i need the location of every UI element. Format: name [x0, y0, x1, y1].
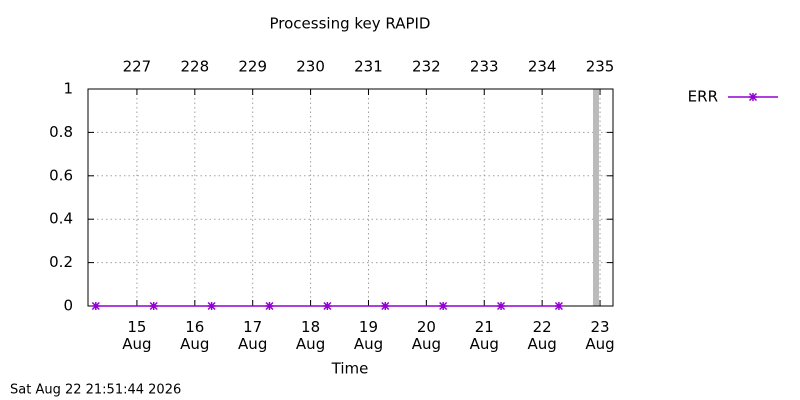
x-tick-label: 22 Aug	[527, 318, 556, 353]
x-tick-label: 20 Aug	[412, 318, 441, 353]
data-point	[323, 301, 332, 311]
x2-tick-label: 234	[528, 58, 557, 76]
x2-tick-label: 233	[470, 58, 499, 76]
footer: Sat Aug 22 21:51:44 2026	[10, 383, 181, 398]
x-tick-label: 16 Aug	[180, 318, 209, 353]
data-point	[207, 301, 216, 311]
y-tick-label: 1	[63, 80, 73, 98]
x-axis-label: Time	[331, 360, 369, 378]
chart-title: Processing key RAPID	[270, 15, 431, 33]
y-tick-label: 0.4	[49, 210, 73, 228]
y-tick-label: 0.2	[49, 253, 73, 271]
data-point	[149, 301, 158, 311]
data-point	[554, 301, 563, 311]
x2-tick-label: 229	[238, 58, 267, 76]
x2-tick-label: 235	[586, 58, 615, 76]
x2-tick-label: 232	[412, 58, 441, 76]
x2-tick-label: 228	[180, 58, 209, 76]
data-point	[439, 301, 448, 311]
x-tick-label: 23 Aug	[585, 318, 614, 353]
x-tick-label: 17 Aug	[238, 318, 267, 353]
x2-tick-label: 230	[296, 58, 325, 76]
data-point	[265, 301, 274, 311]
x-tick-label: 19 Aug	[354, 318, 383, 353]
x-tick-label: 15 Aug	[122, 318, 151, 353]
x2-tick-label: 227	[123, 58, 152, 76]
y-tick-label: 0.6	[49, 166, 73, 184]
data-point	[381, 301, 390, 311]
data-point	[91, 301, 100, 311]
x-tick-label: 21 Aug	[470, 318, 499, 353]
legend-marker	[748, 92, 758, 102]
highlight-bar	[592, 89, 599, 306]
y-tick-label: 0.8	[49, 123, 73, 141]
x-tick-label: 18 Aug	[296, 318, 325, 353]
legend-label: ERR	[688, 88, 718, 106]
x2-tick-label: 231	[354, 58, 383, 76]
data-point	[497, 301, 506, 311]
y-tick-label: 0	[63, 297, 73, 315]
